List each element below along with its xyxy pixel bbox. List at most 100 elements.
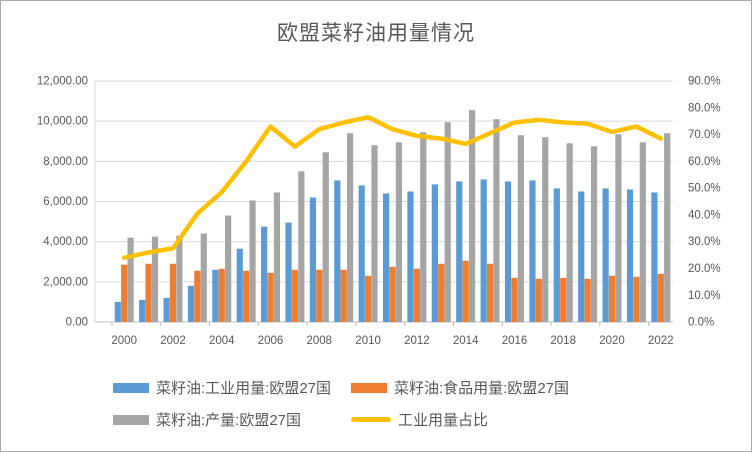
- bar: [347, 133, 354, 322]
- legend-item-production: 菜籽油:产量:欧盟27国: [113, 409, 351, 430]
- bar: [322, 152, 329, 322]
- right-axis-labels: 90.0% 80.0% 70.0% 60.0% 50.0% 40.0% 30.0% 20.0%…: [688, 76, 721, 329]
- bar: [413, 268, 420, 322]
- svg-text:2000: 2000: [111, 335, 137, 347]
- svg-text:12,000.00: 12,000.00: [37, 76, 88, 88]
- svg-text:20.0%: 20.0%: [688, 263, 721, 275]
- bars-industrial-use: [114, 179, 658, 322]
- bar: [517, 135, 524, 322]
- yellow-line-swatch-icon: [351, 417, 391, 422]
- blue-bar-swatch-icon: [113, 382, 149, 393]
- bar: [504, 181, 512, 322]
- bar: [626, 189, 634, 322]
- svg-text:40.0%: 40.0%: [688, 209, 721, 221]
- svg-text:2004: 2004: [209, 335, 235, 347]
- bar: [438, 263, 445, 322]
- bar: [194, 270, 201, 322]
- svg-text:6,000.00: 6,000.00: [43, 196, 88, 208]
- bar: [664, 133, 671, 322]
- left-axis-labels: 12,000.00 10,000.00 8,000.00 6,000.00 4,000.…: [37, 76, 88, 329]
- bar: [273, 192, 281, 322]
- bar: [608, 275, 616, 322]
- bar: [456, 181, 463, 322]
- bar: [163, 297, 170, 322]
- svg-text:50.0%: 50.0%: [688, 183, 721, 195]
- bar: [590, 146, 598, 322]
- bar: [267, 272, 274, 322]
- svg-text:2020: 2020: [599, 335, 625, 347]
- svg-text:2018: 2018: [550, 335, 576, 347]
- gray-bar-swatch-icon: [113, 414, 149, 425]
- bar: [602, 188, 609, 322]
- bar: [151, 236, 159, 322]
- bar: [114, 301, 121, 322]
- bar: [371, 145, 378, 322]
- bar: [529, 180, 536, 322]
- bar: [584, 278, 591, 322]
- bar: [431, 184, 438, 322]
- bars-production: [127, 110, 671, 323]
- bar: [444, 122, 451, 322]
- bar: [334, 180, 341, 322]
- bar: [212, 269, 219, 322]
- bar: [389, 266, 396, 322]
- svg-text:4,000.00: 4,000.00: [43, 236, 88, 248]
- bar: [218, 268, 225, 322]
- svg-text:8,000.00: 8,000.00: [43, 156, 88, 168]
- bar: [480, 179, 487, 322]
- bar: [298, 171, 305, 323]
- bar: [243, 270, 250, 322]
- bar: [566, 143, 573, 322]
- bar: [236, 248, 243, 322]
- chart-legend: 菜籽油:工业用量:欧盟27国 菜籽油:食品用量:欧盟27国 菜籽油:产量:欧盟2…: [113, 377, 569, 430]
- legend-label: 菜籽油:产量:欧盟27国: [156, 412, 302, 429]
- orange-bar-swatch-icon: [351, 382, 387, 393]
- bar: [358, 185, 365, 322]
- chart-title: 欧盟菜籽油用量情况: [277, 22, 475, 45]
- bar: [462, 260, 469, 322]
- bar: [651, 192, 658, 322]
- bar: [553, 188, 560, 322]
- svg-text:2010: 2010: [355, 335, 381, 347]
- x-axis-labels: 2000 2002 2004 2006 2008 2010 2012 2014 2016 2018…: [111, 335, 673, 347]
- legend-item-industrial-share: 工业用量占比: [351, 409, 569, 430]
- bar: [542, 137, 549, 322]
- bar: [578, 191, 585, 322]
- svg-text:90.0%: 90.0%: [688, 76, 721, 88]
- bar: [420, 132, 427, 322]
- svg-text:70.0%: 70.0%: [688, 129, 721, 141]
- bar: [633, 276, 640, 322]
- bar: [511, 277, 518, 322]
- svg-text:2014: 2014: [453, 335, 479, 347]
- legend-item-industrial-use: 菜籽油:工业用量:欧盟27国: [113, 377, 351, 398]
- bar: [261, 226, 268, 322]
- svg-text:80.0%: 80.0%: [688, 102, 721, 114]
- bar: [316, 269, 323, 322]
- bar: [615, 134, 622, 322]
- bar: [340, 269, 347, 322]
- bar: [225, 215, 232, 322]
- legend-label: 工业用量占比: [398, 412, 489, 429]
- svg-text:10.0%: 10.0%: [688, 290, 721, 302]
- bar: [187, 285, 195, 322]
- legend-label: 菜籽油:工业用量:欧盟27国: [156, 380, 332, 397]
- svg-text:2,000.00: 2,000.00: [43, 276, 88, 288]
- bar: [309, 197, 317, 322]
- svg-text:10,000.00: 10,000.00: [37, 116, 88, 128]
- bar: [486, 263, 494, 322]
- svg-text:2022: 2022: [648, 335, 674, 347]
- bar: [407, 191, 414, 322]
- bar: [535, 278, 542, 322]
- svg-text:60.0%: 60.0%: [688, 156, 721, 168]
- bar: [139, 299, 146, 322]
- svg-text:2012: 2012: [404, 335, 430, 347]
- bar: [127, 237, 134, 322]
- bar: [176, 235, 183, 322]
- industrial-share-line: [121, 114, 664, 260]
- bar: [249, 200, 256, 322]
- bar: [291, 269, 299, 322]
- bar: [169, 263, 177, 322]
- bar: [200, 233, 207, 322]
